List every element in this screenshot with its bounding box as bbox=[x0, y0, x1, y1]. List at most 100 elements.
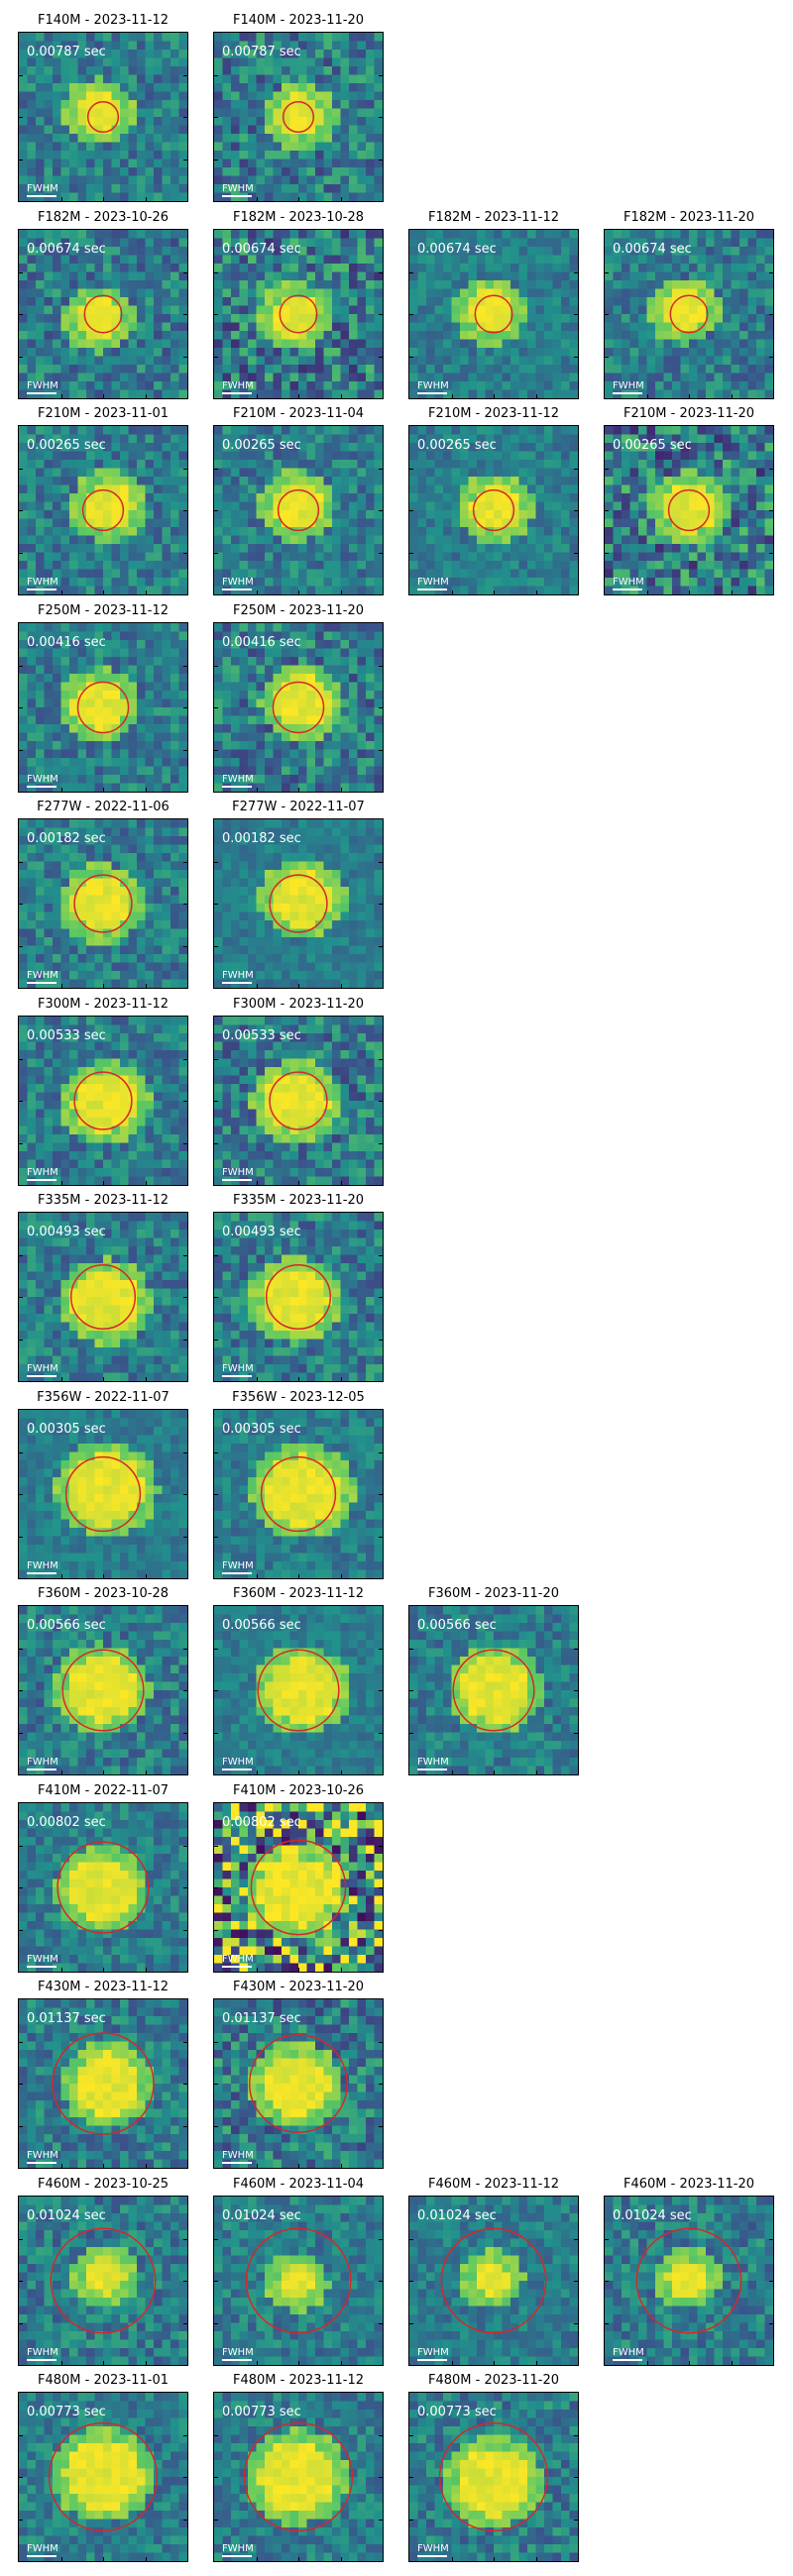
fwhm-label: FWHM bbox=[27, 2346, 58, 2358]
fwhm-label: FWHM bbox=[27, 379, 58, 391]
fwhm-label: FWHM bbox=[222, 577, 254, 588]
tick-mark bbox=[298, 590, 299, 594]
tick-mark bbox=[183, 749, 187, 751]
tick-mark bbox=[379, 1929, 383, 1931]
cutout-image bbox=[605, 229, 773, 398]
aperture-circle bbox=[277, 488, 320, 532]
tick-mark bbox=[19, 160, 23, 161]
panel-title: F460M - 2023-10-25 bbox=[37, 2176, 169, 2192]
panel-title: F300M - 2023-11-12 bbox=[37, 996, 169, 1012]
tick-mark bbox=[183, 706, 187, 708]
tick-mark bbox=[183, 553, 187, 554]
tick-mark bbox=[341, 1573, 342, 1578]
tick-mark bbox=[183, 1886, 187, 1888]
tick-mark bbox=[214, 160, 218, 161]
tick-mark bbox=[341, 787, 342, 792]
cutout-panel: F480M - 2023-11-20 0.00773 sec FWHM bbox=[408, 2372, 579, 2563]
tick-mark bbox=[574, 469, 578, 470]
aperture-circle bbox=[282, 100, 315, 134]
panel-title: F460M - 2023-11-20 bbox=[623, 2176, 754, 2192]
cutout-panel: F277W - 2022-11-07 0.00182 sec FWHM bbox=[213, 799, 384, 990]
image-frame: 0.00802 sec FWHM bbox=[18, 1801, 188, 1973]
tick-mark bbox=[379, 160, 383, 161]
image-frame: 0.01024 sec FWHM bbox=[408, 2195, 579, 2366]
panel-title: F360M - 2023-10-28 bbox=[37, 1586, 169, 1601]
tick-mark bbox=[536, 393, 537, 398]
tick-mark bbox=[452, 2360, 453, 2365]
panel-title: F480M - 2023-11-20 bbox=[427, 2373, 559, 2388]
tick-mark bbox=[19, 2238, 23, 2240]
cutout-image bbox=[19, 2196, 187, 2365]
cutout-panel: F480M - 2023-11-01 0.00773 sec FWHM bbox=[18, 2372, 188, 2563]
tick-mark bbox=[379, 904, 383, 905]
fwhm-label: FWHM bbox=[27, 2150, 58, 2161]
tick-mark bbox=[298, 1771, 299, 1774]
fwhm-label: FWHM bbox=[27, 1166, 58, 1178]
tick-mark bbox=[103, 984, 104, 988]
cutout-panel: F250M - 2023-11-12 0.00416 sec FWHM bbox=[18, 602, 188, 794]
tick-mark bbox=[298, 1573, 299, 1578]
tick-mark bbox=[379, 1255, 383, 1256]
aperture-circle bbox=[73, 874, 133, 933]
fwhm-label: FWHM bbox=[613, 577, 644, 588]
tick-mark bbox=[103, 1967, 104, 1972]
tick-mark bbox=[183, 510, 187, 511]
tick-mark bbox=[379, 117, 383, 118]
tick-mark bbox=[19, 2435, 23, 2436]
tick-mark bbox=[257, 1967, 258, 1972]
exposure-label: 0.00533 sec bbox=[27, 1027, 106, 1043]
tick-mark bbox=[769, 469, 773, 470]
aperture-circle bbox=[269, 874, 328, 933]
panel-title: F360M - 2023-11-20 bbox=[427, 1586, 559, 1601]
tick-mark bbox=[183, 946, 187, 947]
tick-mark bbox=[103, 2360, 104, 2365]
cutout-image bbox=[605, 2196, 773, 2365]
exposure-label: 0.00773 sec bbox=[222, 2405, 301, 2419]
tick-mark bbox=[769, 553, 773, 554]
tick-mark bbox=[19, 1340, 23, 1341]
fwhm-label: FWHM bbox=[27, 1363, 58, 1374]
tick-mark bbox=[19, 1100, 23, 1102]
tick-mark bbox=[536, 2557, 537, 2561]
panel-title: F140M - 2023-11-12 bbox=[37, 13, 169, 28]
tick-mark bbox=[19, 665, 23, 667]
exposure-label: 0.00416 sec bbox=[27, 634, 106, 650]
tick-mark bbox=[183, 356, 187, 358]
tick-mark bbox=[146, 984, 147, 988]
image-frame: 0.00787 sec FWHM bbox=[213, 32, 384, 202]
tick-mark bbox=[103, 1573, 104, 1578]
tick-mark bbox=[183, 313, 187, 315]
tick-mark bbox=[379, 1845, 383, 1847]
cutout-image bbox=[19, 1016, 187, 1185]
tick-mark bbox=[183, 1297, 187, 1298]
image-frame: 0.00305 sec FWHM bbox=[213, 1408, 384, 1579]
aperture-circle bbox=[245, 2227, 352, 2333]
tick-mark bbox=[214, 1733, 218, 1734]
panel-title: F356W - 2022-11-07 bbox=[37, 1389, 170, 1405]
tick-mark bbox=[183, 2435, 187, 2436]
fwhm-scale-bar bbox=[27, 1375, 57, 1377]
tick-mark bbox=[183, 1100, 187, 1102]
fwhm-label: FWHM bbox=[222, 1953, 254, 1965]
tick-mark bbox=[19, 1058, 23, 1060]
cutout-panel: F335M - 2023-11-12 0.00493 sec FWHM bbox=[18, 1192, 188, 1383]
tick-mark bbox=[183, 2238, 187, 2240]
tick-mark bbox=[298, 1967, 299, 1972]
panel-title: F182M - 2023-10-28 bbox=[232, 209, 364, 225]
cutout-panel: F182M - 2023-11-20 0.00674 sec FWHM bbox=[604, 209, 774, 400]
tick-mark bbox=[769, 2322, 773, 2324]
tick-mark bbox=[379, 1536, 383, 1538]
fwhm-scale-bar bbox=[222, 391, 252, 394]
image-frame: 0.00533 sec FWHM bbox=[213, 1015, 384, 1186]
fwhm-scale-bar bbox=[222, 1769, 252, 1771]
tick-mark bbox=[61, 2360, 62, 2365]
tick-mark bbox=[341, 2164, 342, 2168]
exposure-label: 0.01024 sec bbox=[27, 2207, 106, 2223]
tick-mark bbox=[494, 2557, 495, 2561]
cutout-image bbox=[409, 2393, 578, 2561]
tick-mark bbox=[379, 2042, 383, 2043]
tick-mark bbox=[409, 510, 413, 511]
tick-mark bbox=[19, 2042, 23, 2043]
tick-mark bbox=[214, 1451, 218, 1453]
tick-mark bbox=[379, 2084, 383, 2085]
